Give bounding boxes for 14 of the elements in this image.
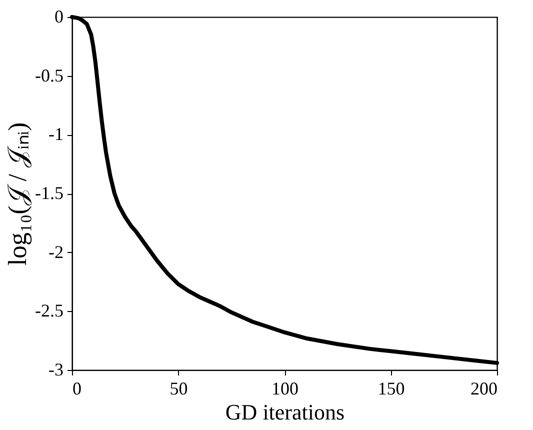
x-tick-label: 100 (272, 378, 298, 398)
x-axis-title: GD iterations (225, 400, 345, 424)
y-tick-label: 0 (54, 6, 64, 26)
y-tick-label: -0.5 (35, 65, 64, 86)
x-tick-label: 150 (378, 378, 405, 398)
y-axis-title: log₁₀(𝒥 / 𝒥ᵢₙᵢ) (3, 122, 32, 266)
y-tick-label: -2 (48, 242, 64, 262)
y-tick-label: -2.5 (35, 300, 64, 321)
x-tick-label: 0 (72, 378, 82, 398)
x-tick-label: 50 (170, 378, 188, 398)
y-tick-label: -3 (48, 360, 64, 380)
y-tick-label: -1 (48, 124, 64, 144)
x-tick-label: 200 (470, 378, 498, 398)
y-tick-label: -1.5 (35, 183, 64, 203)
